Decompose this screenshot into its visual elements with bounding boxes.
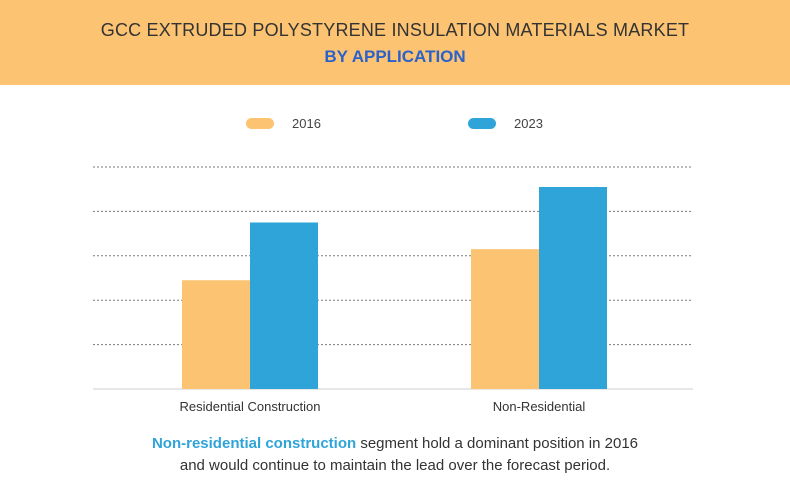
- chart-title: GCC EXTRUDED POLYSTYRENE INSULATION MATE…: [100, 20, 690, 40]
- legend-swatch-2023: [468, 118, 496, 129]
- bar-2016-residential-construction: [182, 280, 250, 389]
- x-tick-label: Non-Residential: [493, 399, 586, 414]
- caption-highlight: Non-residential construction: [151, 435, 357, 452]
- legend-label-2016: 2016: [292, 116, 321, 131]
- title-banner: GCC EXTRUDED POLYSTYRENE INSULATION MATE…: [0, 0, 790, 85]
- caption-line-1: Non-residential construction segment hol…: [0, 433, 790, 455]
- bar-2023-residential-construction: [250, 222, 318, 389]
- legend-label-2023: 2023: [514, 116, 543, 131]
- x-tick-label: Residential Construction: [180, 399, 321, 414]
- bar-2016-non-residential: [471, 249, 539, 389]
- chart-caption: Non-residential construction segment hol…: [0, 433, 790, 477]
- caption-line-2: and would continue to maintain the lead …: [179, 457, 611, 474]
- legend-swatch-2016: [246, 118, 274, 129]
- caption-line-1-rest: segment hold a dominant position in 2016: [356, 435, 639, 452]
- bar-2023-non-residential: [539, 186, 607, 389]
- chart-subtitle: BY APPLICATION: [324, 47, 466, 66]
